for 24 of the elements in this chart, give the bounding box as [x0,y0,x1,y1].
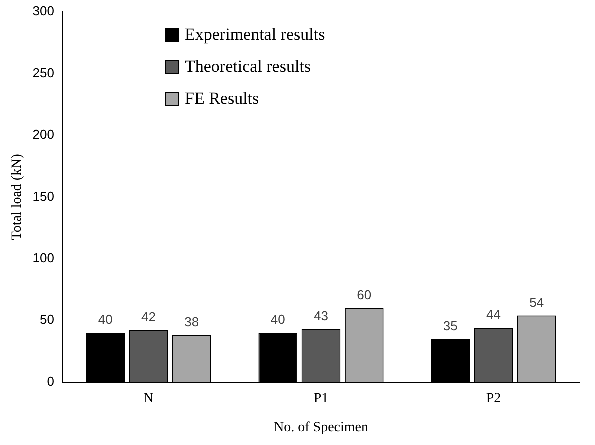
data-label: 42 [142,310,156,325]
data-label: 35 [443,318,458,334]
y-tick-label: 200 [32,127,54,142]
data-label: 43 [314,308,328,324]
x-tick-label: N [144,391,154,406]
x-tick-label: P2 [486,391,502,406]
y-tick-label: 100 [32,250,54,266]
data-label: 40 [98,312,113,328]
x-axis-title: No. of Specimen [274,420,368,436]
data-label: 38 [184,314,200,330]
y-tick-label: 150 [32,188,54,204]
data-label: 44 [486,307,501,322]
y-axis-title: Total load (kN) [10,154,26,240]
y-tick-label: 0 [47,374,54,389]
y-tick-label: 250 [32,65,54,80]
data-label: 60 [357,287,372,302]
legend-label: Theoretical results [185,57,312,77]
legend-label: FE Results [185,89,260,109]
x-tick-label: P1 [314,391,329,406]
y-tick-label: 300 [32,4,54,19]
data-label: 40 [270,312,286,328]
data-label: 54 [530,294,544,310]
legend-label: Experimental results [185,25,326,45]
y-tick-label: 50 [40,312,54,328]
